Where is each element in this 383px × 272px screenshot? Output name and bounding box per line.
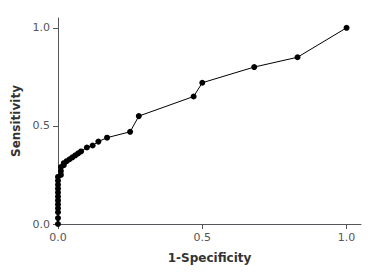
svg-text:Sensitivity: Sensitivity	[9, 85, 23, 157]
svg-text:0.0: 0.0	[33, 218, 51, 231]
svg-text:1-Specificity: 1-Specificity	[168, 251, 252, 265]
svg-text:0.0: 0.0	[49, 231, 67, 244]
svg-text:0.5: 0.5	[33, 119, 51, 132]
svg-text:1.0: 1.0	[33, 21, 51, 34]
svg-text:1.0: 1.0	[338, 231, 356, 244]
svg-text:0.5: 0.5	[194, 231, 212, 244]
